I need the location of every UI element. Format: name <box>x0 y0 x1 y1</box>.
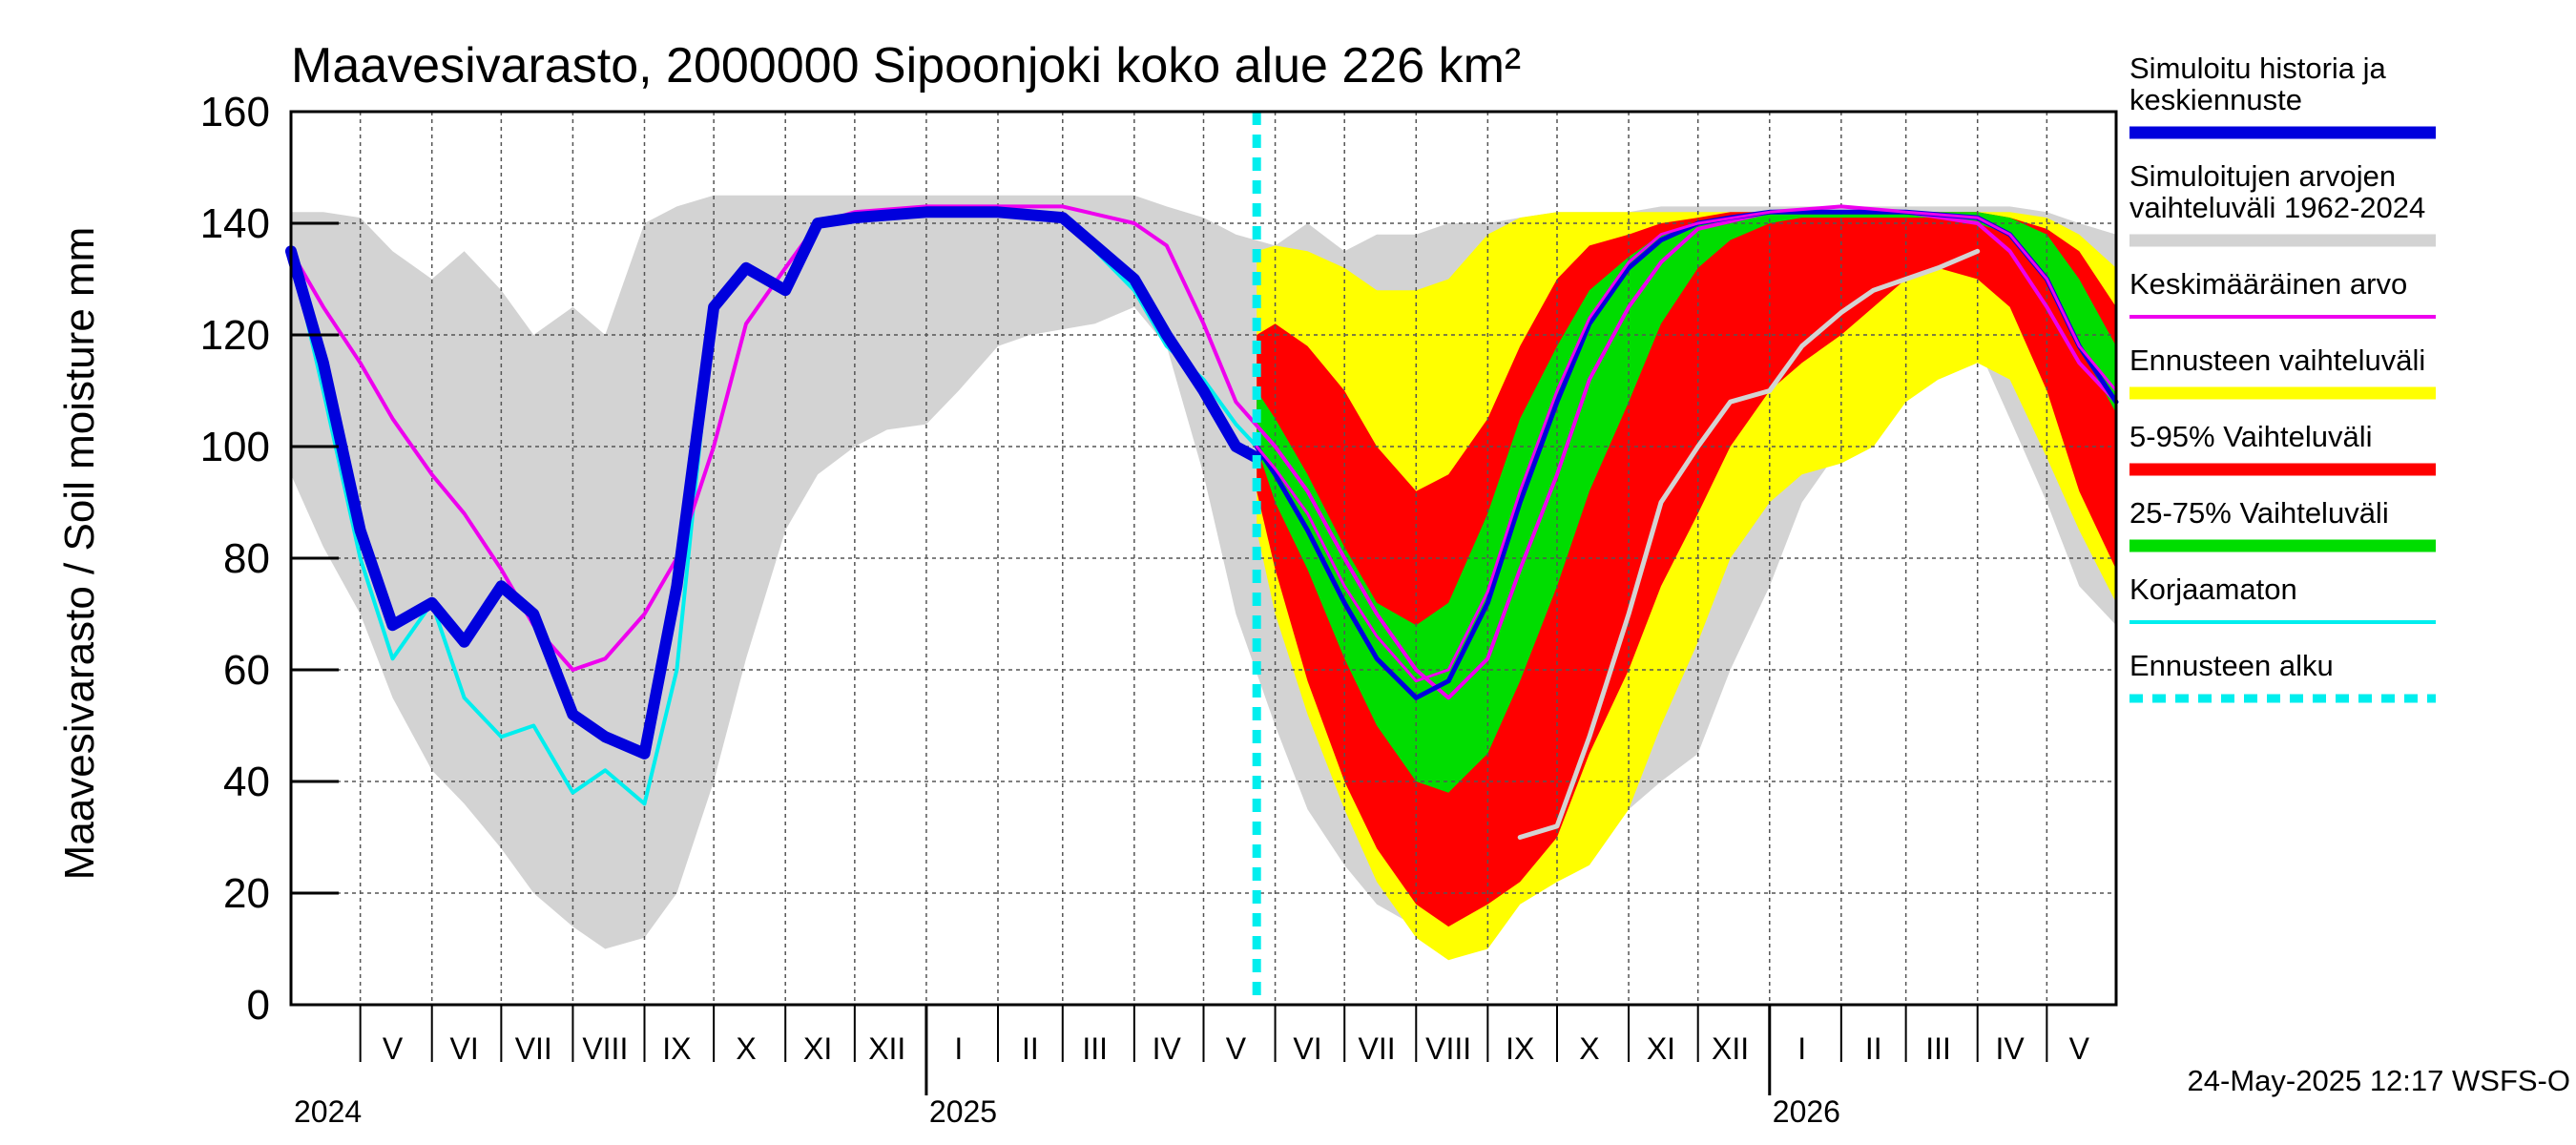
legend-label-0: keskiennuste <box>2129 83 2302 116</box>
x-month-label: I <box>1797 1031 1806 1066</box>
x-year-label: 2025 <box>929 1094 997 1129</box>
legend-label-4: 5-95% Vaihteluväli <box>2129 420 2372 453</box>
line-sim_history <box>285 206 1263 760</box>
x-year-label: 2026 <box>1773 1094 1840 1129</box>
y-tick-label: 20 <box>223 870 270 917</box>
grid-layer <box>291 112 2116 1005</box>
line-forecast_mean_2 <box>1255 204 2118 683</box>
x-month-label: I <box>954 1031 963 1066</box>
legend-label-1: Simuloitujen arvojen <box>2129 159 2396 193</box>
x-month-label: XI <box>1647 1031 1675 1066</box>
legend-label-7: Ennusteen alku <box>2129 649 2334 682</box>
y-tick-label: 60 <box>223 647 270 694</box>
x-month-label: V <box>383 1031 404 1066</box>
x-month-label: III <box>1082 1031 1108 1066</box>
x-month-label: VIII <box>582 1031 628 1066</box>
legend-label-0: Simuloitu historia ja <box>2129 52 2387 85</box>
y-tick-label: 120 <box>200 312 270 359</box>
y-tick-label: 40 <box>223 759 270 805</box>
y-tick-label: 0 <box>247 982 270 1029</box>
x-month-label: III <box>1925 1031 1951 1066</box>
legend-label-1: vaihteluväli 1962-2024 <box>2129 191 2425 224</box>
legend-label-3: Ennusteen vaihteluväli <box>2129 344 2425 377</box>
y-tick-label: 140 <box>200 200 270 247</box>
x-month-label: V <box>1226 1031 1247 1066</box>
x-month-label: V <box>2069 1031 2090 1066</box>
legend-label-2: Keskimääräinen arvo <box>2129 267 2407 301</box>
x-year-label: 2024 <box>294 1094 362 1129</box>
y-axis-label: Maavesivarasto / Soil moisture mm <box>56 227 103 881</box>
x-month-label: XII <box>1712 1031 1749 1066</box>
line-unknown_light <box>1517 248 1981 840</box>
x-month-label: VII <box>515 1031 552 1066</box>
y-tick-label: 100 <box>200 424 270 470</box>
x-month-label: VI <box>1293 1031 1321 1066</box>
x-month-label: X <box>736 1031 756 1066</box>
x-month-label: II <box>1865 1031 1882 1066</box>
x-month-label: IV <box>1153 1031 1182 1066</box>
x-month-label: VI <box>449 1031 478 1066</box>
legend-label-5: 25-75% Vaihteluväli <box>2129 496 2389 530</box>
timestamp-footer: 24-May-2025 12:17 WSFS-O <box>2188 1064 2570 1097</box>
x-month-label: IV <box>1995 1031 2025 1066</box>
line-layer <box>285 112 2119 1005</box>
chart-title: Maavesivarasto, 2000000 Sipoonjoki koko … <box>291 38 1521 94</box>
band-layer <box>291 195 2116 961</box>
x-month-label: XII <box>868 1031 905 1066</box>
y-tick-label: 80 <box>223 535 270 582</box>
x-month-label: IX <box>662 1031 691 1066</box>
legend-label-6: Korjaamaton <box>2129 572 2297 606</box>
y-tick-label: 160 <box>200 89 270 135</box>
band-p25_75 <box>1257 212 2116 793</box>
x-month-label: VIII <box>1425 1031 1471 1066</box>
x-month-label: XI <box>803 1031 832 1066</box>
x-month-label: IX <box>1506 1031 1534 1066</box>
x-month-label: X <box>1579 1031 1599 1066</box>
x-month-label: VII <box>1359 1031 1396 1066</box>
x-month-label: II <box>1022 1031 1039 1066</box>
